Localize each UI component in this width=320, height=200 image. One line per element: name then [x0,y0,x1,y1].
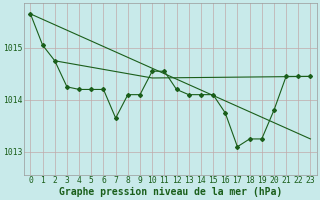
X-axis label: Graphe pression niveau de la mer (hPa): Graphe pression niveau de la mer (hPa) [59,186,282,197]
